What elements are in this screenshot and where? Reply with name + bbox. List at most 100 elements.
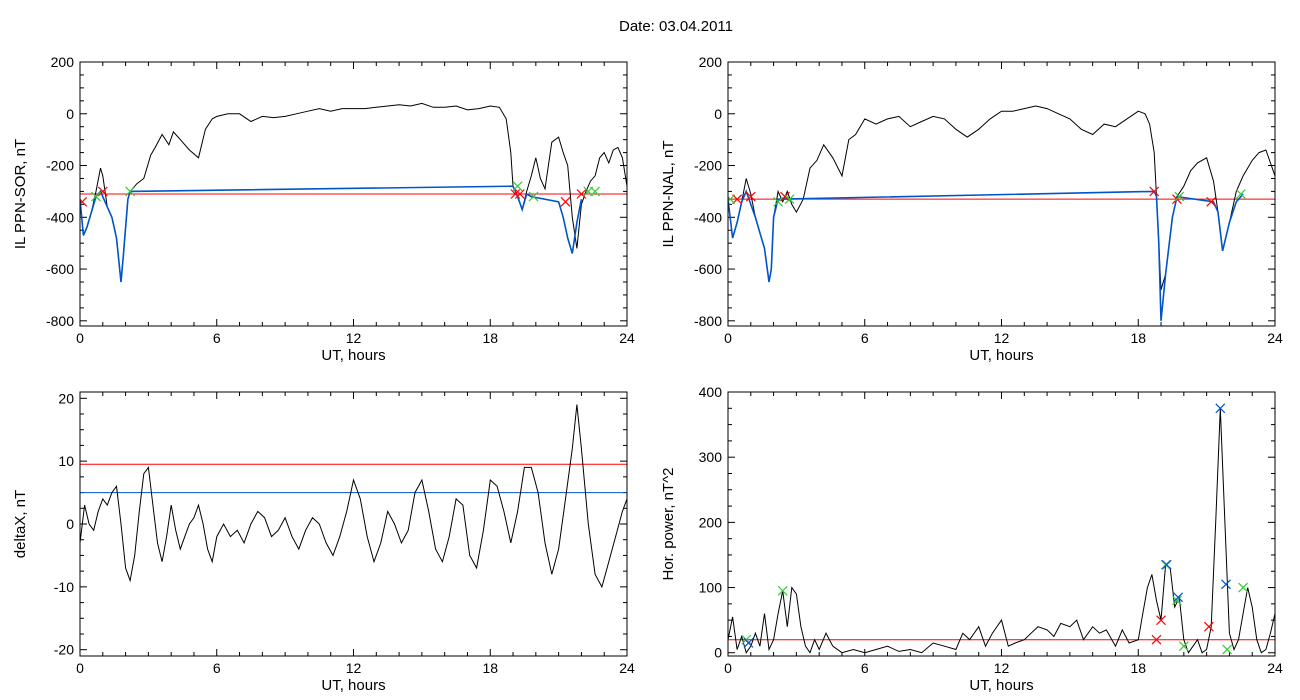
series-line — [80, 102, 627, 283]
y-axis-label: IL PPN-SOR, nT — [12, 139, 29, 249]
plot-area — [80, 404, 627, 589]
marker-green — [590, 186, 601, 197]
marker-red — [1206, 196, 1217, 207]
plot-frame — [727, 391, 1276, 657]
marker-blue — [743, 638, 754, 648]
y-tick-label: -800 — [46, 313, 74, 329]
marker-green — [773, 196, 784, 207]
x-tick-label: 6 — [213, 330, 221, 346]
y-axis-label: deltaX, nT — [12, 490, 29, 558]
marker-green — [1238, 582, 1249, 593]
plot-area — [80, 102, 627, 283]
x-tick-label: 0 — [76, 330, 84, 346]
marker-red — [80, 196, 88, 207]
plot-area — [728, 403, 1275, 655]
x-tick-label: 12 — [994, 660, 1010, 676]
y-tick-label: 200 — [699, 54, 723, 70]
y-tick-label: 0 — [66, 106, 74, 122]
x-tick-label: 6 — [213, 660, 221, 676]
x-tick-label: 0 — [76, 660, 84, 676]
marker-green — [512, 181, 523, 192]
marker-red — [560, 196, 571, 207]
marker-green — [1172, 595, 1182, 606]
series-line — [80, 185, 583, 283]
x-tick-label: 18 — [1130, 330, 1146, 346]
chart-panel-1: 0 6 12 18 24 -800 -600 -400 -200 0 200 UT, hours IL … — [12, 54, 635, 364]
figure-title: Date: 03.04.2011 — [619, 18, 733, 35]
plot-area — [728, 105, 1275, 321]
marker-blue — [1173, 592, 1184, 603]
y-tick-label: -400 — [694, 209, 722, 225]
marker-green — [784, 194, 795, 205]
marker-blue — [1215, 403, 1226, 414]
y-tick-label: 0 — [66, 516, 74, 532]
series-line — [728, 189, 1244, 321]
series-line — [728, 408, 1275, 654]
y-tick-label: 0 — [714, 645, 722, 661]
marker-green — [728, 194, 736, 205]
y-tick-label: 400 — [699, 384, 723, 400]
y-tick-label: -600 — [46, 261, 74, 277]
y-tick-label: 20 — [58, 390, 74, 406]
x-tick-label: 0 — [724, 660, 732, 676]
x-tick-label: 18 — [482, 660, 498, 676]
y-axis-label: IL PPN-NAL, nT — [660, 141, 677, 248]
marker-blue — [1161, 559, 1172, 570]
y-axis-label: Hor. power, nT^2 — [660, 468, 677, 581]
marker-green — [1178, 641, 1189, 652]
marker-red — [1203, 621, 1214, 632]
y-tick-label: -400 — [46, 209, 74, 225]
series-line — [728, 105, 1275, 290]
x-tick-label: 12 — [346, 330, 362, 346]
plot-frame — [79, 61, 628, 327]
chart-panel-4: 0 6 12 18 24 0 100 200 300 400 UT, hours Hor. power… — [660, 384, 1283, 694]
marker-green — [528, 191, 539, 202]
x-axis-label: UT, hours — [969, 347, 1033, 364]
marker-red — [1151, 634, 1162, 645]
marker-red — [1149, 186, 1160, 197]
x-tick-label: 6 — [861, 660, 869, 676]
marker-green — [1174, 191, 1185, 202]
y-tick-label: -10 — [54, 579, 74, 595]
x-tick-label: 24 — [1267, 660, 1283, 676]
x-tick-label: 6 — [861, 330, 869, 346]
y-tick-label: 200 — [51, 54, 75, 70]
y-tick-label: -20 — [54, 642, 74, 658]
marker-green — [1235, 189, 1246, 199]
x-tick-label: 18 — [482, 330, 498, 346]
chart-panel-3: 0 6 12 18 24 -20 -10 0 10 20 UT, hours deltaX, nT — [12, 390, 635, 694]
marker-green — [125, 186, 136, 197]
x-tick-label: 0 — [724, 330, 732, 346]
y-tick-label: 10 — [58, 453, 74, 469]
y-tick-label: 300 — [699, 449, 723, 465]
marker-red — [1156, 615, 1166, 626]
plot-frame — [727, 61, 1276, 327]
marker-green — [777, 585, 788, 596]
marker-blue — [1221, 579, 1231, 590]
y-tick-label: 100 — [699, 580, 723, 596]
marker-red — [97, 186, 108, 197]
x-tick-label: 12 — [994, 330, 1010, 346]
marker-green — [91, 191, 101, 202]
x-axis-label: UT, hours — [969, 677, 1033, 694]
y-tick-label: -200 — [694, 158, 722, 174]
x-tick-label: 12 — [346, 660, 362, 676]
chart-panel-2: 0 6 12 18 24 -800 -600 -400 -200 0 200 UT, hours IL … — [660, 54, 1283, 364]
y-tick-label: 200 — [699, 514, 723, 530]
x-tick-label: 18 — [1130, 660, 1146, 676]
y-tick-label: -200 — [46, 158, 74, 174]
marker-red — [510, 189, 521, 199]
y-tick-label: -800 — [694, 313, 722, 329]
y-tick-label: 0 — [714, 106, 722, 122]
marker-green — [1222, 644, 1233, 655]
marker-red — [780, 191, 790, 202]
x-tick-label: 24 — [1267, 330, 1283, 346]
marker-red — [745, 191, 756, 202]
plot-frame — [79, 391, 628, 657]
marker-red — [514, 189, 525, 199]
x-tick-label: 24 — [619, 660, 635, 676]
marker-red — [576, 189, 587, 199]
x-axis-label: UT, hours — [321, 677, 385, 694]
y-tick-label: -600 — [694, 261, 722, 277]
